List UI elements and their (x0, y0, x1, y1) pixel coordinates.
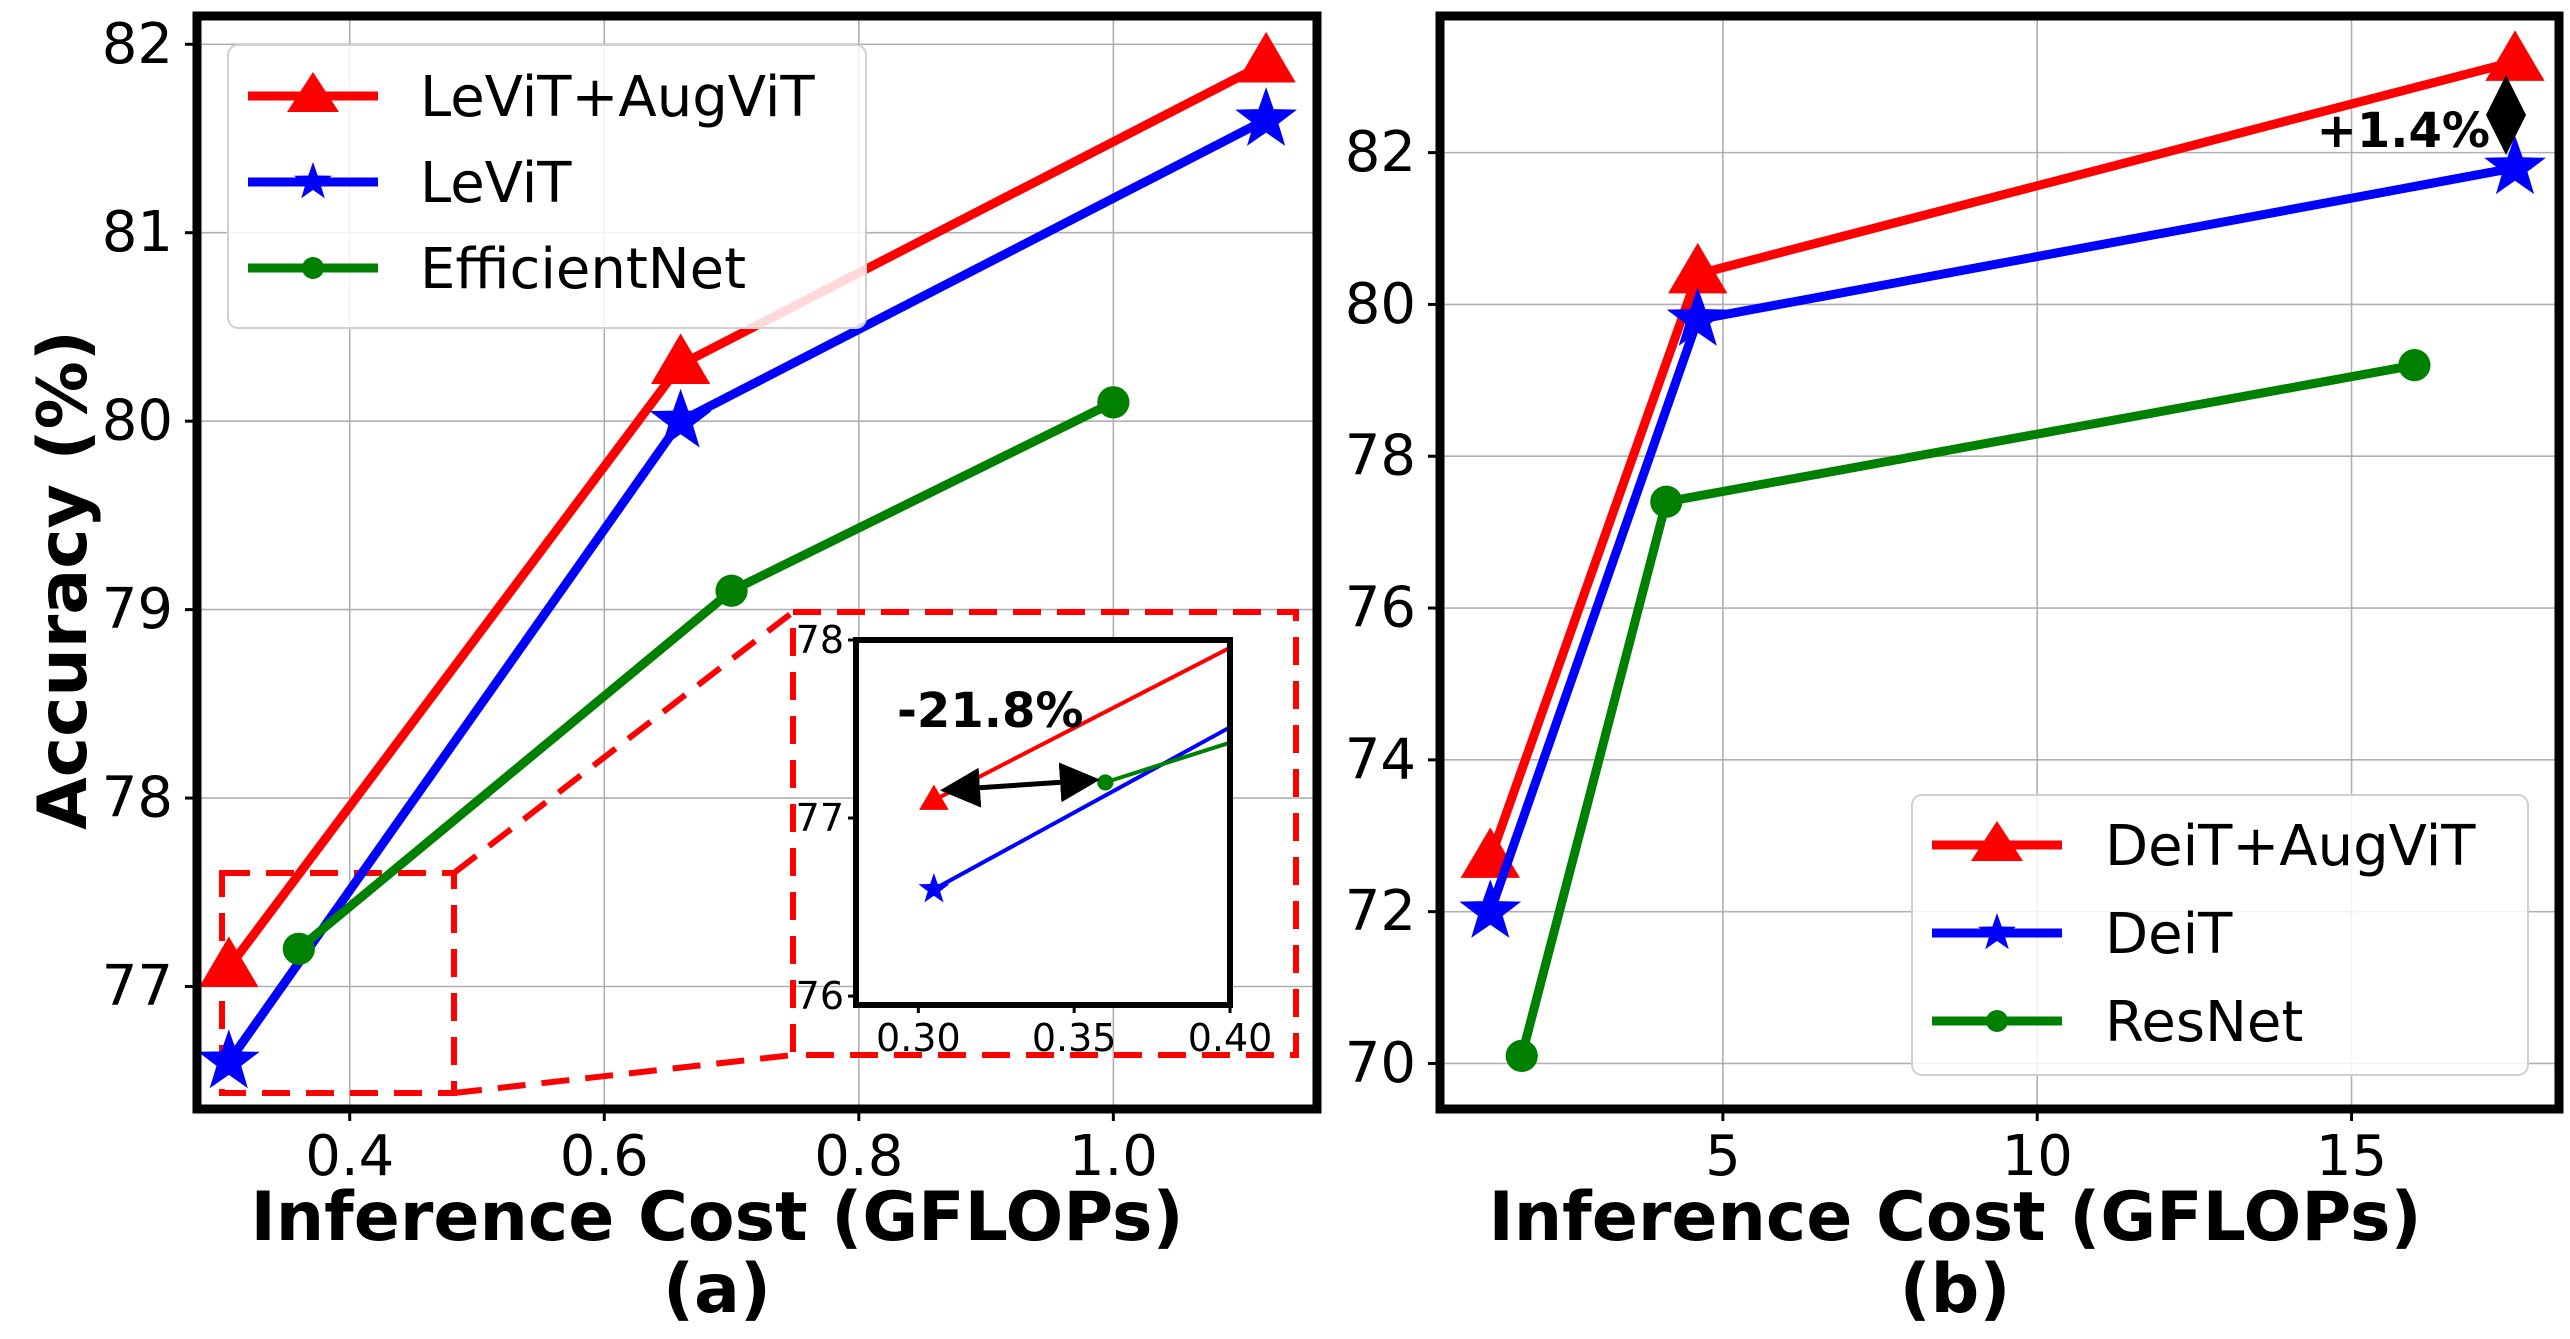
y-tick-label: 82 (1345, 120, 1416, 185)
legend-label: LeViT (420, 151, 572, 216)
subplot-a: 0.4 0.6 0.8 1.0 77 78 79 80 81 82 LeViT+AugViT Le… (24, 11, 1322, 1329)
inset-annotation: -21.8% (897, 683, 1083, 739)
legend-label: EfficientNet (420, 237, 746, 302)
inset-double-arrow (940, 762, 1100, 808)
triangle-marker (199, 936, 259, 988)
star-marker-icon (1978, 913, 2016, 950)
triangle-marker (1668, 242, 1728, 294)
y-tick-label: 72 (1345, 879, 1416, 944)
inset-background (856, 640, 1230, 1005)
x-tick-label: 0.35 (1032, 1016, 1117, 1060)
star-marker (918, 873, 950, 903)
subplot-b-frame (1435, 11, 2564, 1114)
star-marker (1666, 287, 1729, 346)
y-tick-label: 78 (102, 766, 173, 831)
subplot-b-panel-label: (b) (1900, 1250, 2011, 1329)
b-annotation: +1.4% (2317, 103, 2490, 159)
x-tick-label: 0.30 (876, 1016, 961, 1060)
subplot-a-frame (192, 11, 1322, 1114)
legend-label: DeiT+AugViT (2105, 814, 2476, 879)
zoom-connector-top (452, 609, 795, 876)
legend-frame (227, 44, 867, 329)
y-tick-label: 80 (1345, 272, 1416, 337)
y-tick-label: 81 (102, 200, 173, 265)
x-tick-label: 15 (2316, 1124, 2387, 1189)
circle-marker (282, 932, 315, 965)
x-tick-label: 5 (1705, 1124, 1741, 1189)
circle-marker-icon (302, 257, 324, 279)
y-tick-label: 76 (1345, 576, 1416, 641)
subplot-a-series (197, 31, 1297, 1089)
subplot-b-legend: DeiT+AugViT DeiT ResNet (1911, 794, 2529, 1076)
circle-marker-icon (1986, 1010, 2008, 1032)
triangle-marker (650, 333, 711, 384)
circle-marker (1097, 386, 1130, 419)
x-tick-label: 0.40 (1188, 1016, 1273, 1060)
subplot-a-ticks: 0.4 0.6 0.8 1.0 77 78 79 80 81 82 (102, 12, 1158, 1189)
inset-ticks: 0.30 0.35 0.40 76 77 78 (796, 618, 1273, 1060)
subplot-a-ylabel: Accuracy (%) (24, 330, 103, 830)
star-marker-icon (294, 162, 332, 199)
triangle-marker (1236, 31, 1296, 83)
subplot-a-inset: 0.30 0.35 0.40 76 77 78 -21.8% (796, 618, 1273, 1060)
y-tick-label: 77 (102, 954, 173, 1019)
y-tick-label: 74 (1345, 727, 1416, 792)
x-tick-label: 1.0 (1069, 1124, 1158, 1189)
circle-marker (715, 574, 748, 607)
subplot-a-xlabel: Inference Cost (GFLOPs) (250, 1178, 1183, 1257)
subplot-b: +1.4% 5 10 15 70 72 74 76 78 80 82 DeiT+AugViT De… (1345, 11, 2564, 1329)
triangle-marker (2485, 30, 2545, 81)
y-tick-label: 82 (102, 12, 173, 77)
x-tick-label: 0.4 (305, 1124, 394, 1189)
y-tick-label: 79 (102, 577, 173, 642)
circle-marker (1650, 485, 1683, 518)
star-marker (2484, 135, 2546, 195)
circle-marker (1505, 1039, 1538, 1072)
star-marker (1235, 87, 1297, 146)
triangle-marker-icon (287, 72, 339, 112)
x-tick-label: 10 (2002, 1124, 2073, 1189)
star-marker (197, 1029, 260, 1089)
inset-frame (853, 637, 1233, 1008)
subplot-b-ticks: 5 10 15 70 72 74 76 78 80 82 (1345, 120, 2387, 1189)
legend-entry: EfficientNet (248, 237, 746, 302)
star-marker (649, 388, 712, 448)
legend-frame (1911, 794, 2529, 1076)
subplot-b-series (1459, 30, 2546, 1072)
zoom-connector-bottom (453, 1052, 794, 1096)
legend-label: LeViT+AugViT (420, 65, 815, 130)
y-tick-label: 76 (796, 974, 844, 1018)
subplot-a-panel-label: (a) (663, 1250, 771, 1329)
y-tick-label: 77 (796, 796, 844, 840)
x-tick-label: 0.6 (560, 1124, 649, 1189)
legend-label: DeiT (2105, 902, 2233, 967)
legend-entry: DeiT (1932, 902, 2233, 967)
circle-marker (2398, 349, 2431, 382)
subplot-a-legend: LeViT+AugViT LeViT EfficientNet (227, 44, 867, 329)
x-tick-label: 0.8 (814, 1124, 903, 1189)
y-tick-label: 70 (1345, 1031, 1416, 1096)
subplot-b-xlabel: Inference Cost (GFLOPs) (1488, 1178, 2421, 1257)
zoom-target-rect (790, 609, 1299, 1058)
legend-entry: DeiT+AugViT (1932, 814, 2476, 879)
series-line (1104, 740, 1230, 785)
legend-entry: LeViT (248, 151, 572, 216)
y-tick-label: 78 (796, 618, 844, 662)
triangle-marker-icon (1971, 821, 2023, 861)
legend-entry: ResNet (1932, 990, 2303, 1055)
y-tick-label: 78 (1345, 424, 1416, 489)
circle-marker (1097, 774, 1114, 791)
legend-label: ResNet (2105, 990, 2303, 1055)
y-tick-label: 80 (102, 389, 173, 454)
legend-entry: LeViT+AugViT (248, 65, 815, 130)
star-marker (1459, 879, 1522, 938)
